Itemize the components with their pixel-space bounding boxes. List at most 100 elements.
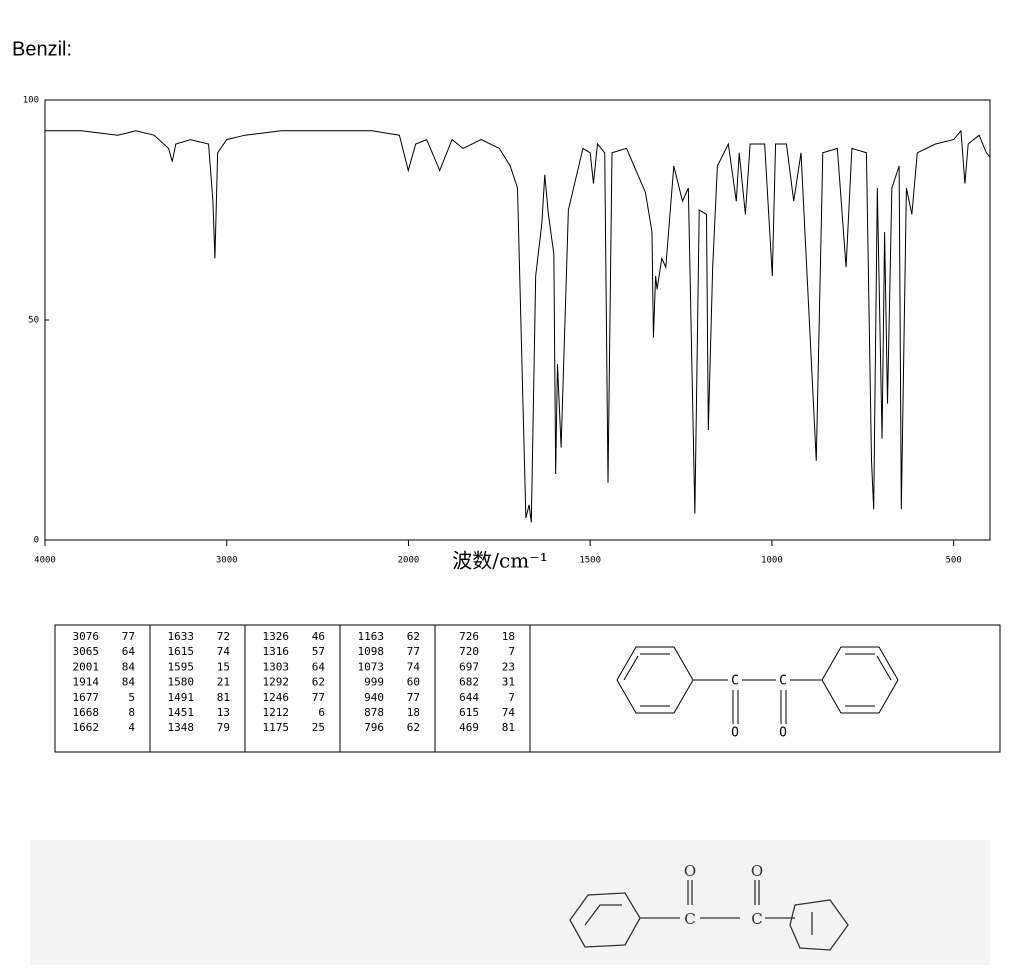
x-tick-label: 3000 xyxy=(216,556,238,566)
table-cell: 31 xyxy=(502,676,515,689)
table-cell: 1668 xyxy=(73,706,100,719)
hand-sketch xyxy=(569,880,849,951)
table-cell: 720 xyxy=(459,645,479,658)
table-cell: 77 xyxy=(312,691,325,704)
table-cell: 796 xyxy=(364,721,384,734)
table-cell: 62 xyxy=(407,721,420,734)
ring-bond xyxy=(623,655,639,681)
table-cell: 64 xyxy=(312,660,326,673)
table-cell: 57 xyxy=(312,645,325,658)
page-title: Benzil: xyxy=(12,38,72,60)
table-cell: 7 xyxy=(508,645,515,658)
table-cell: 15 xyxy=(217,660,230,673)
x-tick-label: 4000 xyxy=(34,556,56,566)
table-cell: 999 xyxy=(364,676,384,689)
table-cell: 1303 xyxy=(263,660,290,673)
table-cell: 1633 xyxy=(168,630,195,643)
atom-label: O xyxy=(731,726,739,741)
table-cell: 7 xyxy=(508,691,515,704)
table-cell: 74 xyxy=(502,706,516,719)
table-cell: 25 xyxy=(312,721,325,734)
table-cell: 46 xyxy=(312,630,325,643)
table-cell: 1246 xyxy=(263,691,290,704)
table-cell: 1292 xyxy=(263,676,290,689)
table-cell: 18 xyxy=(502,630,515,643)
table-cell: 18 xyxy=(407,706,420,719)
table-cell: 469 xyxy=(459,721,479,734)
table-cell: 1595 xyxy=(168,660,195,673)
table-cell: 64 xyxy=(122,645,136,658)
table-cell: 6 xyxy=(318,706,325,719)
x-tick-label: 1000 xyxy=(761,556,783,566)
atom-label: C xyxy=(779,674,787,689)
y-tick-label: 50 xyxy=(28,316,39,326)
table-cell: 726 xyxy=(459,630,479,643)
table-cell: 84 xyxy=(122,660,136,673)
table-cell: 1073 xyxy=(358,660,385,673)
x-axis-label: 波数/cm⁻¹ xyxy=(452,549,547,573)
table-cell: 62 xyxy=(312,676,325,689)
table-cell: 682 xyxy=(459,676,479,689)
y-tick-label: 100 xyxy=(23,96,39,106)
table-cell: 81 xyxy=(217,691,230,704)
sketch-ring xyxy=(789,899,849,951)
table-cell: 79 xyxy=(217,721,230,734)
x-tick-label: 1500 xyxy=(579,556,601,566)
table-cell: 81 xyxy=(502,721,515,734)
sketch-ring xyxy=(584,904,622,926)
table-cell: 13 xyxy=(217,706,230,719)
x-tick-label: 500 xyxy=(946,556,962,566)
benzene-ring xyxy=(821,646,899,714)
benzene-ring xyxy=(616,646,694,714)
table-cell: 1326 xyxy=(263,630,290,643)
table-cell: 1580 xyxy=(168,676,195,689)
table-cell: 2001 xyxy=(73,660,100,673)
table-cell: 1615 xyxy=(168,645,195,658)
spectrum-line xyxy=(45,129,991,523)
table-cell: 1316 xyxy=(263,645,290,658)
sketch-label: C xyxy=(751,910,762,928)
table-cell: 1662 xyxy=(73,721,100,734)
table-cell: 74 xyxy=(217,645,231,658)
table-cell: 615 xyxy=(459,706,479,719)
table-cell: 4 xyxy=(128,721,135,734)
table-cell: 940 xyxy=(364,691,384,704)
table-cell: 23 xyxy=(502,660,515,673)
sketch-label: C xyxy=(684,910,695,928)
table-cell: 72 xyxy=(217,630,230,643)
table-frame xyxy=(54,624,1001,753)
sketch-label: O xyxy=(751,862,763,880)
table-cell: 62 xyxy=(407,630,420,643)
table-cell: 878 xyxy=(364,706,384,719)
table-cell: 74 xyxy=(407,660,421,673)
table-cell: 3065 xyxy=(73,645,100,658)
table-cell: 77 xyxy=(407,645,420,658)
table-cell: 21 xyxy=(217,676,230,689)
y-tick-label: 0 xyxy=(34,536,39,546)
table-cell: 1163 xyxy=(358,630,385,643)
table-cell: 1098 xyxy=(358,645,385,658)
plot-frame xyxy=(44,99,991,541)
table-cell: 84 xyxy=(122,676,136,689)
table-cell: 1677 xyxy=(73,691,100,704)
table-cell: 644 xyxy=(459,691,479,704)
table-cell: 1491 xyxy=(168,691,195,704)
table-cell: 5 xyxy=(128,691,135,704)
atom-label: C xyxy=(731,674,739,689)
table-cell: 1175 xyxy=(263,721,290,734)
table-cell: 1212 xyxy=(263,706,290,719)
atom-label: O xyxy=(779,726,787,741)
table-cell: 60 xyxy=(407,676,420,689)
table-cell: 8 xyxy=(128,706,135,719)
sketch-double-bond xyxy=(687,880,760,905)
sketch-label: O xyxy=(684,862,696,880)
table-cell: 77 xyxy=(122,630,135,643)
table-cell: 1348 xyxy=(168,721,195,734)
table-cell: 3076 xyxy=(73,630,100,643)
table-cell: 697 xyxy=(459,660,479,673)
sketch-area xyxy=(30,840,990,965)
table-cell: 1914 xyxy=(73,676,100,689)
ring-bond xyxy=(876,655,892,681)
